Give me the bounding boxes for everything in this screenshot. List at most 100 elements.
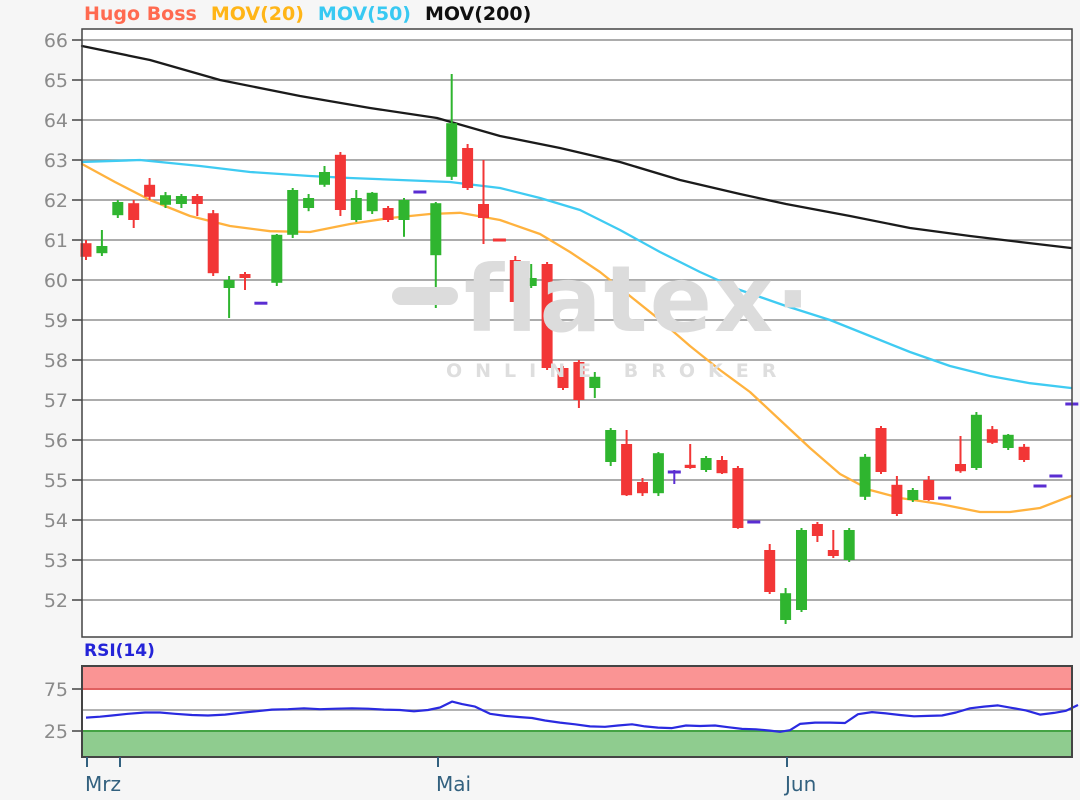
x-axis-label: Mai (436, 772, 471, 796)
candle (557, 366, 569, 390)
y-axis-label: 54 (44, 510, 68, 532)
rsi-axis-label: 75 (44, 679, 68, 701)
watermark-subtitle: ONLINE BROKER (446, 360, 790, 382)
candle (96, 230, 108, 256)
rsi-plot-border (81, 665, 1073, 758)
candles (80, 74, 1079, 624)
candle (955, 436, 966, 473)
candle (175, 194, 187, 208)
candle (398, 198, 410, 237)
y-axis-label: 64 (44, 110, 68, 132)
candle (796, 528, 807, 612)
overbought-band (83, 667, 1071, 689)
candle (1033, 484, 1047, 488)
candle (667, 470, 681, 484)
ma-line-MOV20 (80, 162, 1073, 514)
candle (827, 530, 839, 558)
candle (350, 190, 362, 222)
candle (446, 74, 458, 180)
rsi-indicator-label: RSI(14) (84, 641, 155, 661)
candle (970, 412, 982, 470)
candle (128, 200, 140, 228)
candle (509, 256, 521, 306)
candle (891, 476, 903, 516)
watermark-brand: flatex (464, 246, 776, 353)
ma-line-MOV200 (80, 44, 1073, 250)
candle (413, 190, 427, 194)
candle (80, 240, 92, 260)
watermark-dot: · (775, 246, 813, 353)
y-axis-label: 58 (44, 350, 68, 372)
price-grid-and-labels: 66 65 64 63 62 61 60 59 58 57 56 55 54 53 52 (44, 30, 1072, 612)
y-axis-label: 59 (44, 310, 68, 332)
candle (382, 206, 394, 222)
candle (144, 178, 156, 200)
candle (541, 262, 553, 370)
y-axis-label: 61 (44, 230, 68, 252)
rsi-line (85, 700, 1079, 733)
y-axis-label: 56 (44, 430, 68, 452)
y-axis-label: 57 (44, 390, 68, 412)
candle (780, 588, 792, 624)
candle (811, 522, 823, 542)
candle (207, 210, 219, 276)
candle (287, 188, 299, 238)
candle (462, 144, 474, 190)
candle (923, 476, 935, 501)
candle (573, 360, 585, 408)
candle (223, 276, 235, 318)
candle (191, 194, 203, 216)
candle (589, 372, 601, 398)
candle (637, 478, 648, 496)
y-axis-label: 60 (44, 270, 68, 292)
candle (859, 454, 871, 500)
y-axis-label: 53 (44, 550, 68, 572)
candle (303, 194, 315, 212)
candle (652, 452, 664, 496)
candle (684, 444, 696, 469)
rsi-axis-label: 25 (44, 721, 68, 743)
ma-line-MOV50 (80, 158, 1073, 390)
candle (254, 301, 268, 305)
y-axis-label: 63 (44, 150, 68, 172)
x-axis: Mrz Mai Jun (85, 757, 816, 796)
candle (160, 192, 171, 208)
candle (492, 238, 506, 242)
candle (621, 430, 633, 496)
rsi-panel: 75 25 (44, 667, 1071, 756)
candle (938, 496, 952, 500)
watermark-dash-icon (392, 287, 458, 305)
candle (907, 488, 919, 502)
flatex-watermark: flatex· ONLINE BROKER (392, 254, 812, 381)
x-axis-label: Mrz (85, 772, 121, 796)
y-axis-label: 55 (44, 470, 68, 492)
candle (986, 426, 998, 444)
candle (334, 152, 346, 216)
y-axis-label: 65 (44, 70, 68, 92)
candle (239, 272, 251, 290)
candle (732, 466, 744, 529)
y-axis-label: 62 (44, 190, 68, 212)
candle (525, 264, 537, 288)
legend-symbol: Hugo Boss (84, 3, 197, 25)
candle (271, 234, 283, 286)
y-axis-label: 66 (44, 30, 68, 52)
main-plot-border (81, 28, 1073, 638)
candle (875, 426, 887, 474)
candle (764, 544, 776, 594)
candle (716, 456, 728, 474)
oversold-band (83, 731, 1071, 756)
candle (1049, 474, 1063, 478)
legend-mov50: MOV(50) (317, 3, 411, 25)
candle (700, 456, 712, 472)
candle (605, 428, 617, 466)
candle (366, 192, 378, 214)
candle (843, 528, 855, 562)
candle (478, 160, 489, 244)
y-axis-label: 52 (44, 590, 68, 612)
chart-legend: Hugo Boss MOV(20) MOV(50) MOV(200) (84, 3, 545, 25)
x-axis-label: Jun (783, 772, 816, 796)
candle (112, 200, 124, 218)
